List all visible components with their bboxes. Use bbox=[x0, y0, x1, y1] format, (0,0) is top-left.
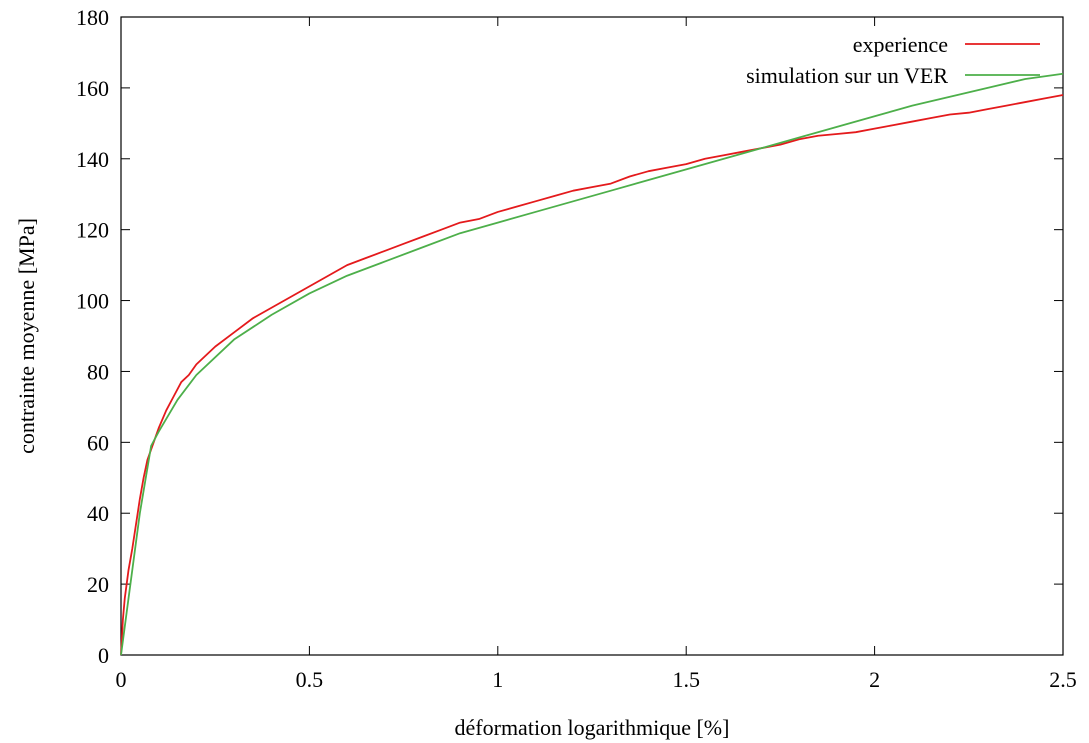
y-tick-label: 180 bbox=[76, 5, 109, 30]
y-tick-label: 0 bbox=[98, 643, 109, 668]
y-tick-label: 80 bbox=[87, 359, 109, 384]
y-tick-label: 20 bbox=[87, 572, 109, 597]
y-tick-label: 60 bbox=[87, 430, 109, 455]
plot-frame bbox=[120, 16, 1064, 656]
x-tick-label: 0.5 bbox=[296, 667, 324, 692]
y-tick-label: 100 bbox=[76, 289, 109, 314]
legend: experience simulation sur un VER bbox=[746, 32, 1040, 88]
x-tick-label: 2 bbox=[869, 667, 880, 692]
y-tick-label: 40 bbox=[87, 501, 109, 526]
plot-area bbox=[120, 16, 1064, 656]
x-axis: 0 0.5 1 1.5 2 2.5 bbox=[116, 17, 1077, 692]
series-line-simulation bbox=[120, 72, 1064, 656]
series-line-experience bbox=[120, 94, 1064, 656]
legend-label-simulation: simulation sur un VER bbox=[746, 63, 948, 88]
series-lines bbox=[120, 72, 1064, 656]
x-tick-label: 1 bbox=[492, 667, 503, 692]
x-axis-label: déformation logarithmique [%] bbox=[455, 715, 730, 740]
y-tick-label: 140 bbox=[76, 147, 109, 172]
legend-label-experience: experience bbox=[853, 32, 948, 57]
x-tick-label: 0 bbox=[116, 667, 127, 692]
y-tick-label: 160 bbox=[76, 76, 109, 101]
y-axis-label: contrainte moyenne [MPa] bbox=[14, 218, 39, 454]
x-tick-label: 1.5 bbox=[672, 667, 700, 692]
y-axis: 0 20 40 60 80 100 120 140 160 180 bbox=[76, 5, 1063, 668]
y-tick-label: 120 bbox=[76, 218, 109, 243]
x-tick-label: 2.5 bbox=[1049, 667, 1077, 692]
